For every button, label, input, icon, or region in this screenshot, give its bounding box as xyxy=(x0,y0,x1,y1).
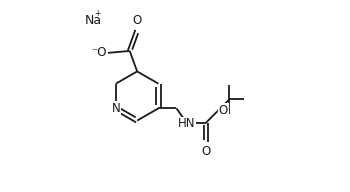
Text: N: N xyxy=(112,102,120,115)
Text: Na: Na xyxy=(85,14,102,27)
Text: HN: HN xyxy=(178,118,196,131)
Text: +: + xyxy=(94,9,100,18)
Text: O: O xyxy=(201,145,210,158)
Text: O: O xyxy=(133,14,142,27)
Text: O: O xyxy=(218,104,228,117)
Text: ⁻O: ⁻O xyxy=(91,46,106,59)
